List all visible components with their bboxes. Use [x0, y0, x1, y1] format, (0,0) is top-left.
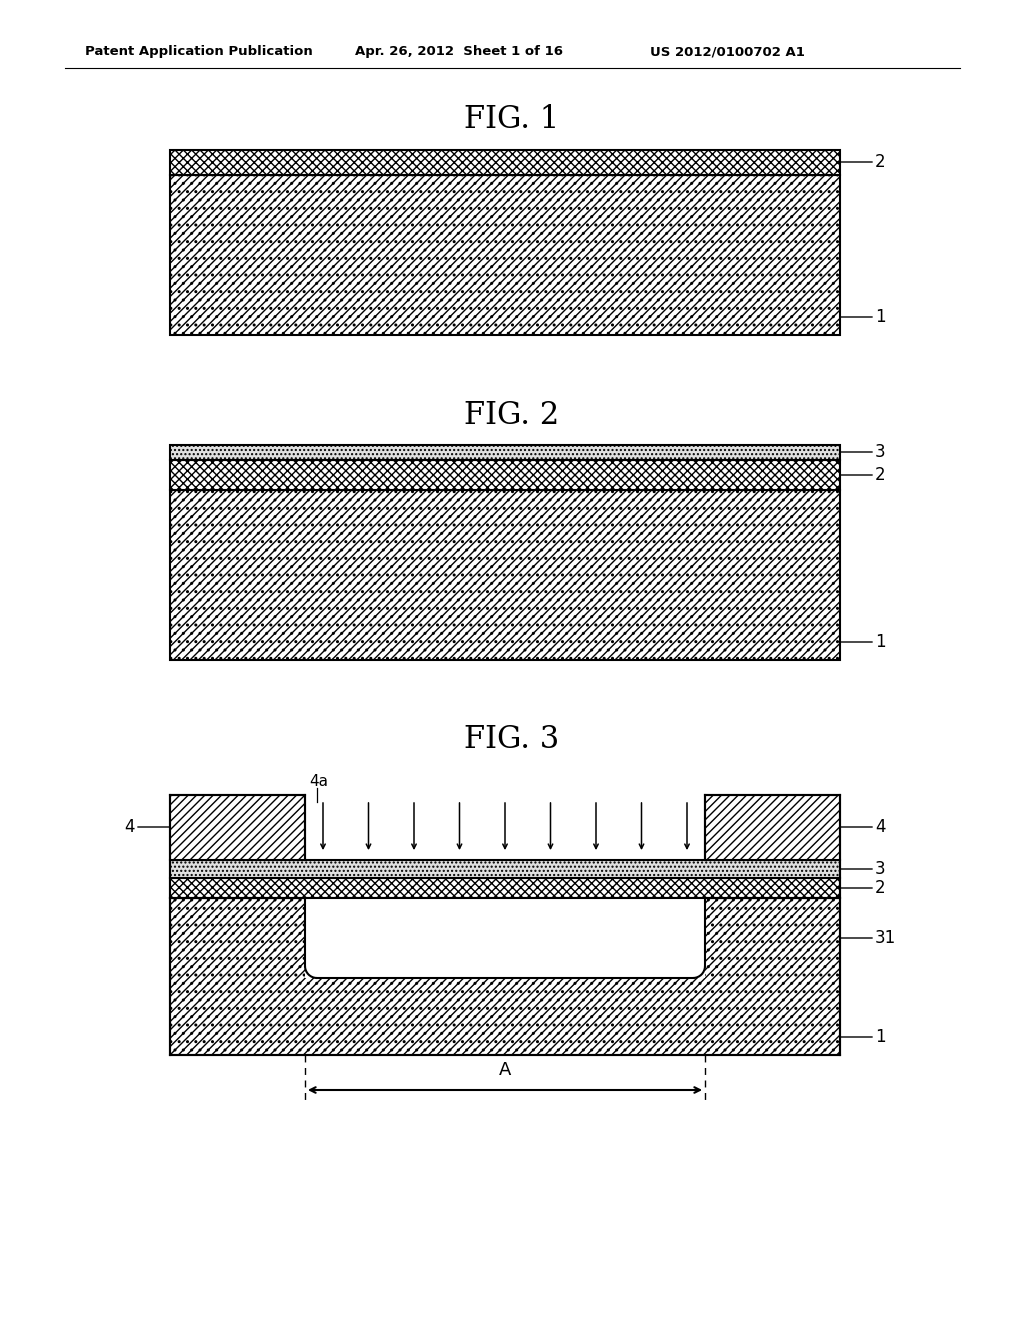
Bar — [305, 898, 705, 978]
Bar — [170, 459, 840, 490]
Bar — [170, 861, 840, 878]
Bar — [170, 490, 840, 660]
Text: 3: 3 — [840, 444, 886, 461]
Bar — [170, 898, 840, 1055]
Bar — [705, 795, 840, 861]
Text: 1: 1 — [840, 308, 886, 326]
Text: Patent Application Publication: Patent Application Publication — [85, 45, 312, 58]
Bar — [170, 176, 840, 335]
Bar — [170, 795, 305, 861]
Text: A: A — [499, 1061, 511, 1078]
Text: 2: 2 — [840, 466, 886, 484]
Text: 3: 3 — [840, 861, 886, 878]
Bar — [305, 898, 705, 978]
Text: US 2012/0100702 A1: US 2012/0100702 A1 — [650, 45, 805, 58]
Text: 4: 4 — [125, 818, 170, 836]
Text: FIG. 1: FIG. 1 — [464, 104, 560, 136]
Text: Apr. 26, 2012  Sheet 1 of 16: Apr. 26, 2012 Sheet 1 of 16 — [355, 45, 563, 58]
Text: 1: 1 — [840, 1028, 886, 1045]
Text: 1: 1 — [840, 634, 886, 651]
Text: 2: 2 — [840, 153, 886, 172]
Text: FIG. 3: FIG. 3 — [464, 725, 560, 755]
Text: FIG. 2: FIG. 2 — [464, 400, 560, 430]
Text: 2: 2 — [840, 879, 886, 898]
Text: 31: 31 — [840, 929, 896, 946]
Text: 4: 4 — [840, 818, 886, 836]
Bar — [170, 176, 840, 335]
Bar — [170, 898, 840, 1055]
Text: 4a: 4a — [309, 775, 328, 789]
Bar — [170, 445, 840, 459]
Bar — [170, 150, 840, 176]
Bar — [305, 898, 705, 978]
Bar — [170, 490, 840, 660]
Bar — [170, 878, 840, 898]
